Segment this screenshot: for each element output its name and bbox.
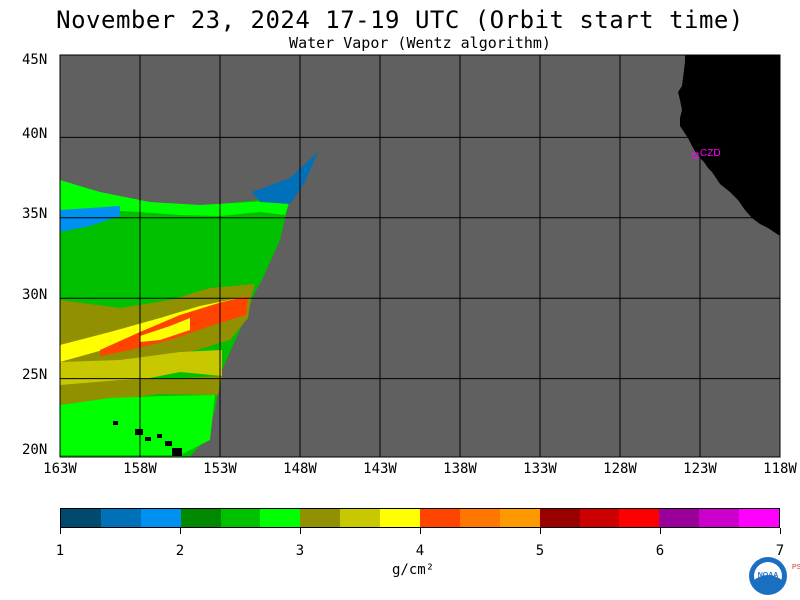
czd-station-marker: CZD bbox=[692, 148, 721, 159]
lat-label: 25N bbox=[22, 367, 48, 383]
lon-label: 148W bbox=[283, 461, 317, 477]
colorbar-swatch bbox=[459, 509, 500, 527]
colorbar-swatch bbox=[739, 509, 780, 527]
swath-band bbox=[60, 376, 222, 405]
colorbar-swatch bbox=[619, 509, 660, 527]
colorbar-swatch bbox=[420, 509, 460, 527]
psl-logo-text: PSL bbox=[792, 564, 800, 571]
lon-label: 118W bbox=[763, 461, 797, 477]
swath-band bbox=[140, 318, 190, 342]
color-scale-bar bbox=[60, 508, 780, 528]
colorbar-swatch bbox=[579, 509, 620, 527]
colorbar-units: g/cm² bbox=[392, 562, 435, 578]
hawaiian-islands bbox=[113, 421, 182, 456]
colorbar-swatch bbox=[380, 509, 421, 527]
lon-label: 128W bbox=[603, 461, 637, 477]
noaa-logo: NOAA bbox=[749, 557, 787, 595]
lat-lon-grid bbox=[60, 55, 780, 457]
colorbar-swatch bbox=[180, 509, 221, 527]
colorbar-swatch bbox=[300, 509, 341, 527]
lon-label: 153W bbox=[203, 461, 237, 477]
satellite-swath bbox=[60, 152, 318, 457]
swath-band bbox=[252, 152, 318, 204]
svg-text:NOAA: NOAA bbox=[758, 572, 779, 579]
map-title: November 23, 2024 17-19 UTC (Orbit start… bbox=[56, 6, 744, 34]
colorbar-swatch bbox=[140, 509, 181, 527]
colorbar-tick bbox=[540, 528, 541, 534]
colorbar-swatch bbox=[61, 509, 101, 527]
colorbar-tick-label: 4 bbox=[415, 543, 425, 559]
lon-label: 163W bbox=[43, 461, 77, 477]
colorbar-tick bbox=[60, 528, 61, 534]
lat-label: 35N bbox=[22, 206, 48, 222]
swath-band bbox=[60, 206, 120, 232]
station-label: CZD bbox=[700, 148, 721, 159]
colorbar-swatch bbox=[100, 509, 141, 527]
colorbar-tick-label: 3 bbox=[295, 543, 305, 559]
colorbar-swatch bbox=[699, 509, 740, 527]
lon-label: 143W bbox=[363, 461, 397, 477]
colorbar-tick bbox=[180, 528, 181, 534]
lat-label: 45N bbox=[22, 52, 48, 68]
colorbar-tick bbox=[780, 528, 781, 534]
map-frame bbox=[59, 54, 781, 458]
colorbar-tick-label: 5 bbox=[535, 543, 545, 559]
lat-label: 20N bbox=[22, 442, 48, 458]
map-subtitle: Water Vapor (Wentz algorithm) bbox=[289, 34, 551, 52]
colorbar-swatch bbox=[499, 509, 540, 527]
california-coast-land bbox=[678, 55, 780, 236]
colorbar-tick bbox=[660, 528, 661, 534]
colorbar-swatch bbox=[659, 509, 700, 527]
colorbar-tick-label: 2 bbox=[175, 543, 185, 559]
colorbar-tick-label: 1 bbox=[55, 543, 65, 559]
colorbar-tick bbox=[300, 528, 301, 534]
colorbar-swatch bbox=[220, 509, 261, 527]
colorbar-swatch bbox=[340, 509, 381, 527]
colorbar-tick bbox=[420, 528, 421, 534]
lat-label: 30N bbox=[22, 287, 48, 303]
lat-label: 40N bbox=[22, 126, 48, 142]
colorbar-swatch bbox=[260, 509, 301, 527]
colorbar-tick-label: 7 bbox=[775, 543, 785, 559]
lon-label: 133W bbox=[523, 461, 557, 477]
lon-label: 158W bbox=[123, 461, 157, 477]
lon-label: 123W bbox=[683, 461, 717, 477]
colorbar-tick-label: 6 bbox=[655, 543, 665, 559]
lon-label: 138W bbox=[443, 461, 477, 477]
colorbar-swatch bbox=[539, 509, 580, 527]
swath-band bbox=[60, 395, 215, 455]
